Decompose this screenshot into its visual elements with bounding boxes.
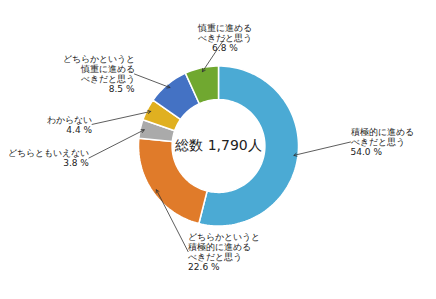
- svg-text:わからない4.4 %: わからない4.4 %: [47, 115, 92, 135]
- svg-text:積極的に進めるべきだと思う54.0 %: 積極的に進めるべきだと思う54.0 %: [351, 127, 414, 157]
- svg-text:どちらかというと積極的に進めるべきだと思う22.6 %: どちらかというと積極的に進めるべきだと思う22.6 %: [188, 232, 260, 272]
- svg-text:慎重に進めるべきだと思う6.8 %: 慎重に進めるべきだと思う6.8 %: [197, 23, 252, 53]
- svg-text:どちらかというと慎重に進めるべきだと思う8.5 %: どちらかというと慎重に進めるべきだと思う8.5 %: [63, 54, 135, 94]
- svg-text:総数 1,790人: 総数 1,790人: [174, 137, 262, 153]
- svg-text:どちらともいえない3.8 %: どちらともいえない3.8 %: [8, 148, 89, 168]
